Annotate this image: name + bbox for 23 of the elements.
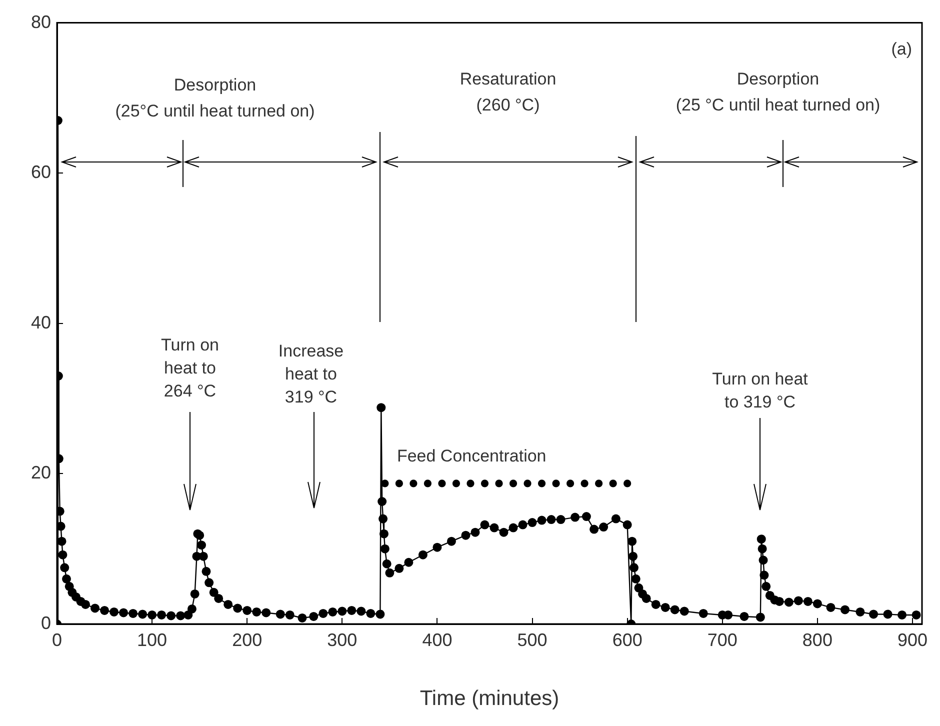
annotation: (a) [891,40,912,59]
annotation: Desorption (25 °C until heat turned on) [676,70,880,115]
x-tick-label: 900 [897,630,928,650]
y-tick-label: 80 [30,12,51,32]
x-axis-title: Time (minutes) [420,687,560,710]
annotation: Increase heat to 319 °C [278,342,344,407]
x-tick-label: 400 [422,630,452,650]
x-tick-label: 200 [232,630,262,650]
x-tick-label: 100 [137,630,168,650]
x-tick-label: 700 [707,630,738,650]
annotation: Resaturation (260 °C) [460,70,556,115]
y-tick-label: 20 [30,462,51,483]
annotation: Desorption (25°C until heat turned on) [115,76,315,121]
x-tick-label: 500 [517,630,548,650]
y-tick-label: 60 [30,162,51,182]
annotation: Turn on heat to 319 °C [712,370,808,412]
series-label: Feed Concentration [396,446,546,466]
x-tick-label: 300 [327,630,358,650]
x-tick-label: 600 [612,630,642,650]
x-tick-label: 800 [802,630,832,650]
annotation: Turn on heat to 264 °C [161,336,219,401]
y-tick-label: 40 [30,312,51,332]
y-tick-label: 0 [40,612,51,633]
